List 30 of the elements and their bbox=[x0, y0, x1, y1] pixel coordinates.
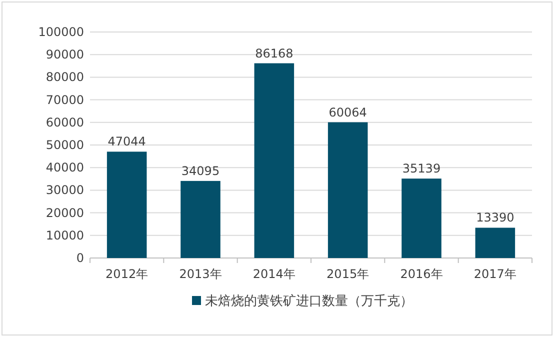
x-tick-label: 2012年 bbox=[106, 267, 148, 281]
data-label: 13390 bbox=[476, 210, 514, 225]
y-tick-label: 100000 bbox=[38, 25, 84, 39]
bar bbox=[402, 178, 442, 258]
legend-label: 未焙烧的黄铁矿进口数量（万千克） bbox=[205, 294, 413, 309]
x-tick-label: 2016年 bbox=[400, 267, 443, 281]
y-tick-label: 60000 bbox=[46, 115, 84, 130]
y-tick-label: 70000 bbox=[46, 92, 84, 107]
x-tick-label: 2015年 bbox=[326, 267, 370, 281]
data-label: 60064 bbox=[328, 105, 367, 120]
y-tick-label: 80000 bbox=[46, 70, 84, 84]
bar bbox=[254, 63, 294, 258]
y-tick-label: 20000 bbox=[46, 206, 84, 220]
bar bbox=[180, 180, 220, 258]
y-tick-label: 40000 bbox=[46, 160, 84, 175]
bar bbox=[328, 122, 368, 258]
bar bbox=[106, 152, 147, 258]
y-tick-label: 90000 bbox=[46, 48, 84, 62]
data-label: 34095 bbox=[181, 164, 220, 178]
y-tick-label: 50000 bbox=[46, 138, 84, 152]
y-tick-label: 10000 bbox=[46, 228, 84, 242]
y-tick-label: 30000 bbox=[46, 183, 84, 198]
data-label: 47044 bbox=[108, 134, 146, 149]
y-tick-label: 0 bbox=[76, 251, 84, 265]
data-label: 86168 bbox=[255, 46, 294, 60]
data-label: 35139 bbox=[402, 162, 441, 176]
x-tick-label: 2013年 bbox=[179, 267, 222, 281]
x-tick-label: 2017年 bbox=[474, 267, 516, 281]
x-tick-label: 2014年 bbox=[252, 267, 296, 281]
bar bbox=[475, 228, 516, 258]
